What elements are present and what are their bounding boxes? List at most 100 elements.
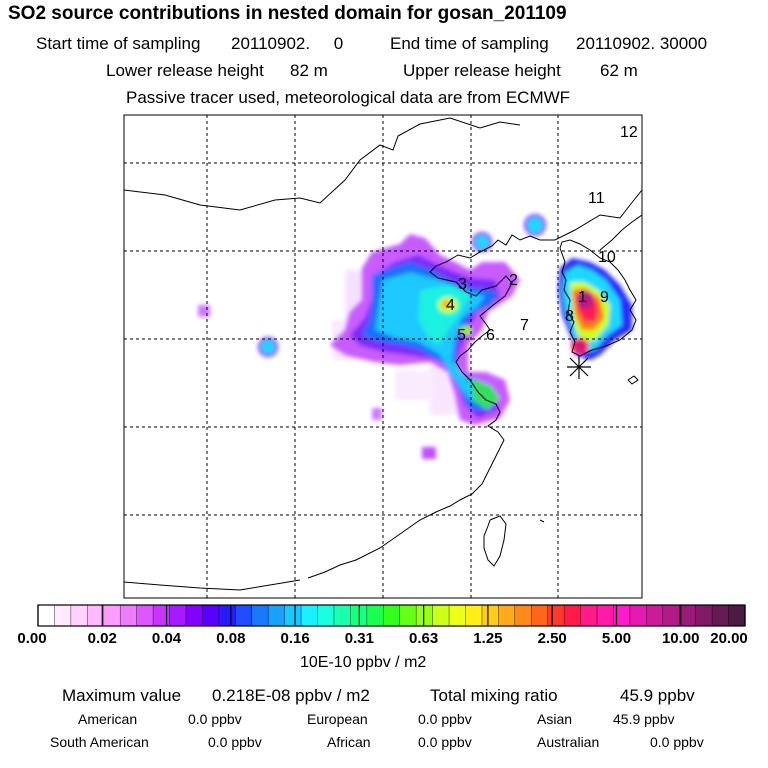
region-label-11: 11 (588, 190, 605, 207)
colorbar-swatch (728, 605, 746, 626)
colorbar-swatch (712, 605, 730, 626)
colorbar-swatch (54, 605, 72, 626)
upper-height-value: 62 m (600, 61, 638, 80)
lower-height-value: 82 m (290, 61, 328, 80)
colorbar-frame (37, 604, 746, 627)
colorbar-swatch (416, 605, 434, 626)
colorbar-tick-label: 0.63 (409, 630, 439, 647)
tracer-note: Passive tracer used, meteorological data… (126, 88, 571, 107)
colorbar-swatch (465, 605, 483, 626)
coastlines (124, 117, 642, 591)
region-label-4: 4 (446, 297, 455, 314)
receptor-asterisk-icon (567, 355, 591, 379)
colorbar (37, 604, 746, 627)
colorbar-swatch (136, 605, 154, 626)
colorbar-tick-label: 0.02 (87, 630, 117, 647)
region-australian-value: 0.0 ppbv (650, 734, 704, 750)
colorbar-swatch (333, 605, 351, 626)
colorbar-swatch (514, 605, 532, 626)
colorbar-swatch (449, 605, 466, 626)
region-label-6: 6 (486, 327, 495, 344)
colorbar-swatch (564, 605, 582, 626)
colorbar-swatch (531, 605, 549, 626)
region-labels: 1 2 3 4 5 6 7 8 9 10 11 12 (446, 124, 638, 344)
region-american-value: 0.0 ppbv (188, 711, 242, 727)
max-value: 0.218E-08 ppbv / m2 (212, 686, 370, 705)
colorbar-swatch (251, 605, 269, 626)
region-label-3: 3 (458, 276, 467, 293)
plume-layer (198, 214, 632, 459)
colorbar-swatch (103, 605, 121, 626)
colorbar-swatch (301, 605, 319, 626)
map-frame (123, 114, 643, 599)
colorbar-swatch (268, 605, 286, 626)
colorbar-swatch (202, 605, 220, 626)
region-african-label: African (327, 734, 371, 750)
colorbar-swatch (153, 605, 171, 626)
colorbar-tick-label: 1.25 (473, 630, 503, 647)
colorbar-swatch (235, 605, 253, 626)
colorbar-swatch (662, 605, 680, 626)
total-mixing-label: Total mixing ratio (430, 686, 558, 705)
region-label-9: 9 (600, 289, 609, 306)
region-south-american-label: South American (50, 734, 149, 750)
colorbar-swatch (218, 605, 236, 626)
colorbar-swatch (695, 605, 713, 626)
region-american-label: American (78, 711, 138, 727)
end-time-value: 20110902. 30000 (576, 34, 708, 53)
upper-height-label: Upper release height (403, 61, 561, 80)
colorbar-tick-label: 5.00 (601, 630, 632, 647)
region-african-value: 0.0 ppbv (418, 734, 472, 750)
region-label-2: 2 (509, 272, 518, 289)
colorbar-swatch (169, 605, 187, 626)
colorbar-tick-label: 0.00 (17, 630, 47, 647)
region-label-1: 1 (578, 289, 587, 306)
colorbar-swatch (547, 605, 565, 626)
region-label-12: 12 (620, 124, 638, 141)
colorbar-swatch (498, 605, 516, 626)
region-european-label: European (307, 711, 368, 727)
region-asian-label: Asian (537, 711, 573, 727)
graticule (124, 115, 642, 598)
colorbar-swatch (284, 605, 302, 626)
colorbar-tick-label: 0.16 (280, 630, 310, 647)
colorbar-tick-label: 20.00 (710, 630, 748, 647)
total-mixing-value: 45.9 ppbv (620, 686, 695, 705)
lower-height-label: Lower release height (106, 61, 264, 80)
colorbar-swatch (87, 605, 105, 626)
start-time-value: 20110902. 0 (231, 34, 344, 53)
colorbar-swatch (580, 605, 598, 626)
start-time-label: Start time of sampling (36, 34, 201, 53)
colorbar-units: 10E-10 ppbv / m2 (300, 654, 427, 671)
region-label-8: 8 (565, 308, 574, 325)
colorbar-tick-label: 0.04 (151, 630, 182, 647)
colorbar-swatch (679, 605, 697, 626)
colorbar-swatch (38, 605, 55, 626)
colorbar-tick-label: 2.50 (537, 630, 567, 647)
region-australian-label: Australian (537, 734, 600, 750)
colorbar-swatch (399, 605, 417, 626)
region-asian-value: 45.9 ppbv (613, 711, 675, 727)
colorbar-swatch (597, 605, 614, 626)
region-european-value: 0.0 ppbv (418, 711, 472, 727)
colorbar-swatch (646, 605, 664, 626)
colorbar-swatch (432, 605, 450, 626)
colorbar-swatch (366, 605, 384, 626)
region-label-7: 7 (520, 317, 529, 334)
colorbar-tick-label: 0.31 (344, 630, 374, 647)
colorbar-swatch (317, 605, 335, 626)
colorbar-tick-label: 0.08 (216, 630, 246, 647)
colorbar-swatch (70, 605, 88, 626)
max-value-label: Maximum value (62, 686, 182, 705)
colorbar-tick-label: 10.00 (661, 630, 700, 647)
region-south-american-value: 0.0 ppbv (208, 734, 262, 750)
figure-title: SO2 source contributions in nested domai… (8, 3, 567, 24)
region-label-5: 5 (457, 327, 466, 344)
colorbar-swatch (481, 605, 499, 626)
colorbar-swatch (629, 605, 647, 626)
colorbar-swatch (613, 605, 631, 626)
region-label-10: 10 (598, 249, 616, 266)
colorbar-swatch (185, 605, 203, 626)
colorbar-swatch (383, 605, 401, 626)
